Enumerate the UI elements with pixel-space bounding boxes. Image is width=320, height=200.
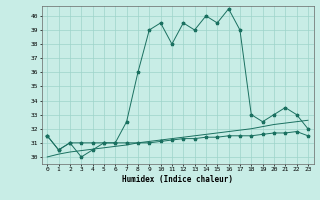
X-axis label: Humidex (Indice chaleur): Humidex (Indice chaleur) (122, 175, 233, 184)
